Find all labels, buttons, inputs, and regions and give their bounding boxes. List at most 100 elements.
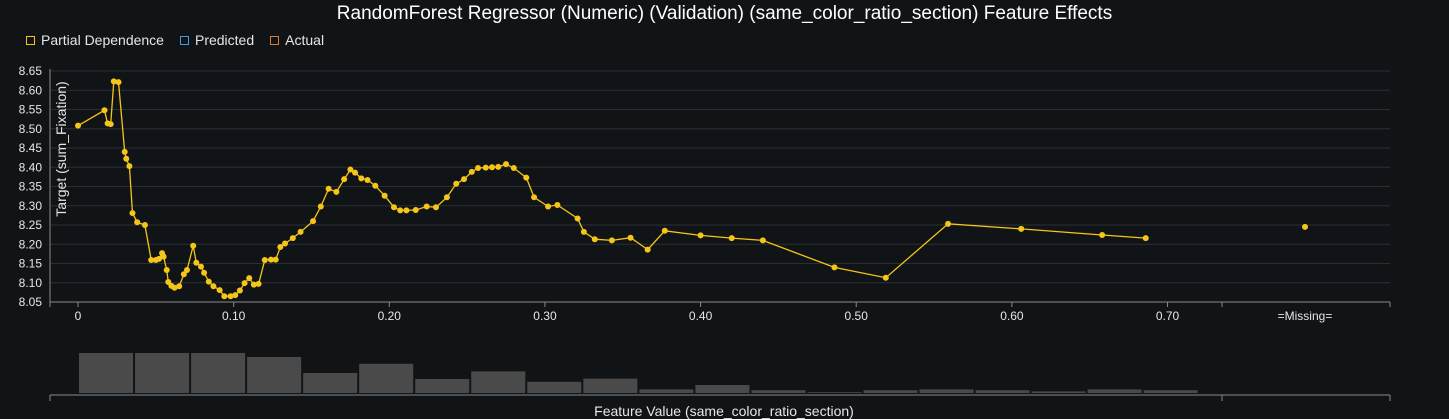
histogram-bar xyxy=(919,389,974,393)
legend-label-predicted: Predicted xyxy=(194,32,255,48)
data-point xyxy=(364,176,371,183)
data-point xyxy=(453,180,460,187)
histogram-bar xyxy=(527,381,582,393)
data-point xyxy=(176,283,183,290)
x-tick-label: 0.40 xyxy=(689,309,713,323)
data-point xyxy=(141,222,148,228)
data-point xyxy=(129,210,136,217)
y-tick-label: 8.40 xyxy=(19,160,43,174)
data-point xyxy=(232,292,239,299)
data-point xyxy=(580,228,587,235)
histogram xyxy=(49,353,1391,401)
axes: 8.05 8.10 8.15 8.20 8.25 8.30 8.35 8.40 8.45 8.50… xyxy=(19,64,1391,323)
data-point xyxy=(171,284,178,291)
data-point xyxy=(397,207,404,214)
data-point xyxy=(277,243,284,250)
legend-label-partial-dependence: Partial Dependence xyxy=(41,32,164,48)
x-tick-label: 0 xyxy=(75,309,82,323)
data-point xyxy=(190,242,197,249)
data-point xyxy=(461,176,468,183)
histogram-bar xyxy=(807,392,862,393)
data-point xyxy=(148,257,155,264)
data-point xyxy=(759,237,766,244)
data-point xyxy=(882,274,889,281)
legend-item-partial-dependence[interactable]: Partial Dependence xyxy=(26,32,164,48)
data-point xyxy=(728,235,735,242)
data-point xyxy=(1099,232,1106,239)
data-point xyxy=(75,122,82,129)
x-tick-label: 0.70 xyxy=(1156,309,1180,323)
data-point xyxy=(482,164,489,171)
data-point xyxy=(489,164,496,171)
histogram-bar xyxy=(751,390,806,393)
data-point xyxy=(475,165,482,172)
data-point xyxy=(289,235,296,242)
data-point xyxy=(510,165,517,172)
y-tick-label: 8.25 xyxy=(19,218,43,232)
data-point xyxy=(403,207,410,214)
y-tick-label: 8.05 xyxy=(19,295,43,309)
data-point xyxy=(180,271,187,278)
data-point xyxy=(644,246,651,253)
data-point xyxy=(554,201,561,208)
data-point xyxy=(160,253,167,260)
data-point xyxy=(347,166,354,173)
data-point xyxy=(268,256,275,263)
y-tick-label: 8.30 xyxy=(19,199,43,213)
legend: Partial Dependence Predicted Actual xyxy=(26,32,324,48)
histogram-bar xyxy=(639,389,694,393)
grid-lines xyxy=(50,70,1390,303)
histogram-bar xyxy=(583,378,638,393)
histogram-bar xyxy=(1087,389,1142,393)
data-point xyxy=(261,257,268,264)
x-tick-label: 0.60 xyxy=(1000,309,1024,323)
legend-item-predicted[interactable]: Predicted xyxy=(179,32,255,48)
data-point xyxy=(123,155,130,162)
data-point xyxy=(205,278,212,285)
missing-tick-label: =Missing= xyxy=(1278,309,1333,323)
legend-item-actual[interactable]: Actual xyxy=(270,32,324,48)
y-tick-label: 8.65 xyxy=(19,64,43,78)
data-point xyxy=(423,203,430,210)
data-point xyxy=(272,256,279,263)
data-point xyxy=(495,163,502,170)
legend-swatch-actual xyxy=(270,35,280,45)
data-point xyxy=(1142,235,1149,242)
x-tick-label: 0.30 xyxy=(533,309,557,323)
data-point xyxy=(201,269,208,276)
histogram-bar xyxy=(359,363,414,393)
y-tick-label: 8.45 xyxy=(19,141,43,155)
x-tick-label: 0.10 xyxy=(222,309,246,323)
data-point xyxy=(325,185,332,192)
data-point xyxy=(412,206,419,213)
data-point xyxy=(627,234,634,241)
data-point xyxy=(468,168,475,175)
data-point xyxy=(1018,225,1025,232)
histogram-bar xyxy=(1031,391,1086,393)
data-point xyxy=(945,220,952,227)
data-point xyxy=(134,219,141,226)
data-point xyxy=(250,281,257,288)
data-point xyxy=(282,240,289,247)
histogram-bar xyxy=(695,385,750,393)
data-point xyxy=(101,107,108,114)
histogram-bar xyxy=(415,379,470,393)
data-point xyxy=(183,267,190,274)
histogram-bar xyxy=(247,357,302,393)
y-axis-title: Target (sum_Fixation) xyxy=(53,81,69,216)
data-point xyxy=(591,236,598,243)
data-point xyxy=(523,174,530,181)
histogram-bar xyxy=(863,390,918,393)
data-point xyxy=(163,267,170,274)
x-tick-label: 0.50 xyxy=(845,309,869,323)
data-point xyxy=(697,232,704,239)
y-tick-label: 8.50 xyxy=(19,122,43,136)
data-point xyxy=(193,259,200,266)
histogram-bar xyxy=(471,371,526,393)
data-point xyxy=(545,203,552,210)
histogram-bar xyxy=(191,353,246,393)
y-tick-label: 8.35 xyxy=(19,180,43,194)
data-point xyxy=(831,264,838,271)
data-point xyxy=(241,280,248,287)
